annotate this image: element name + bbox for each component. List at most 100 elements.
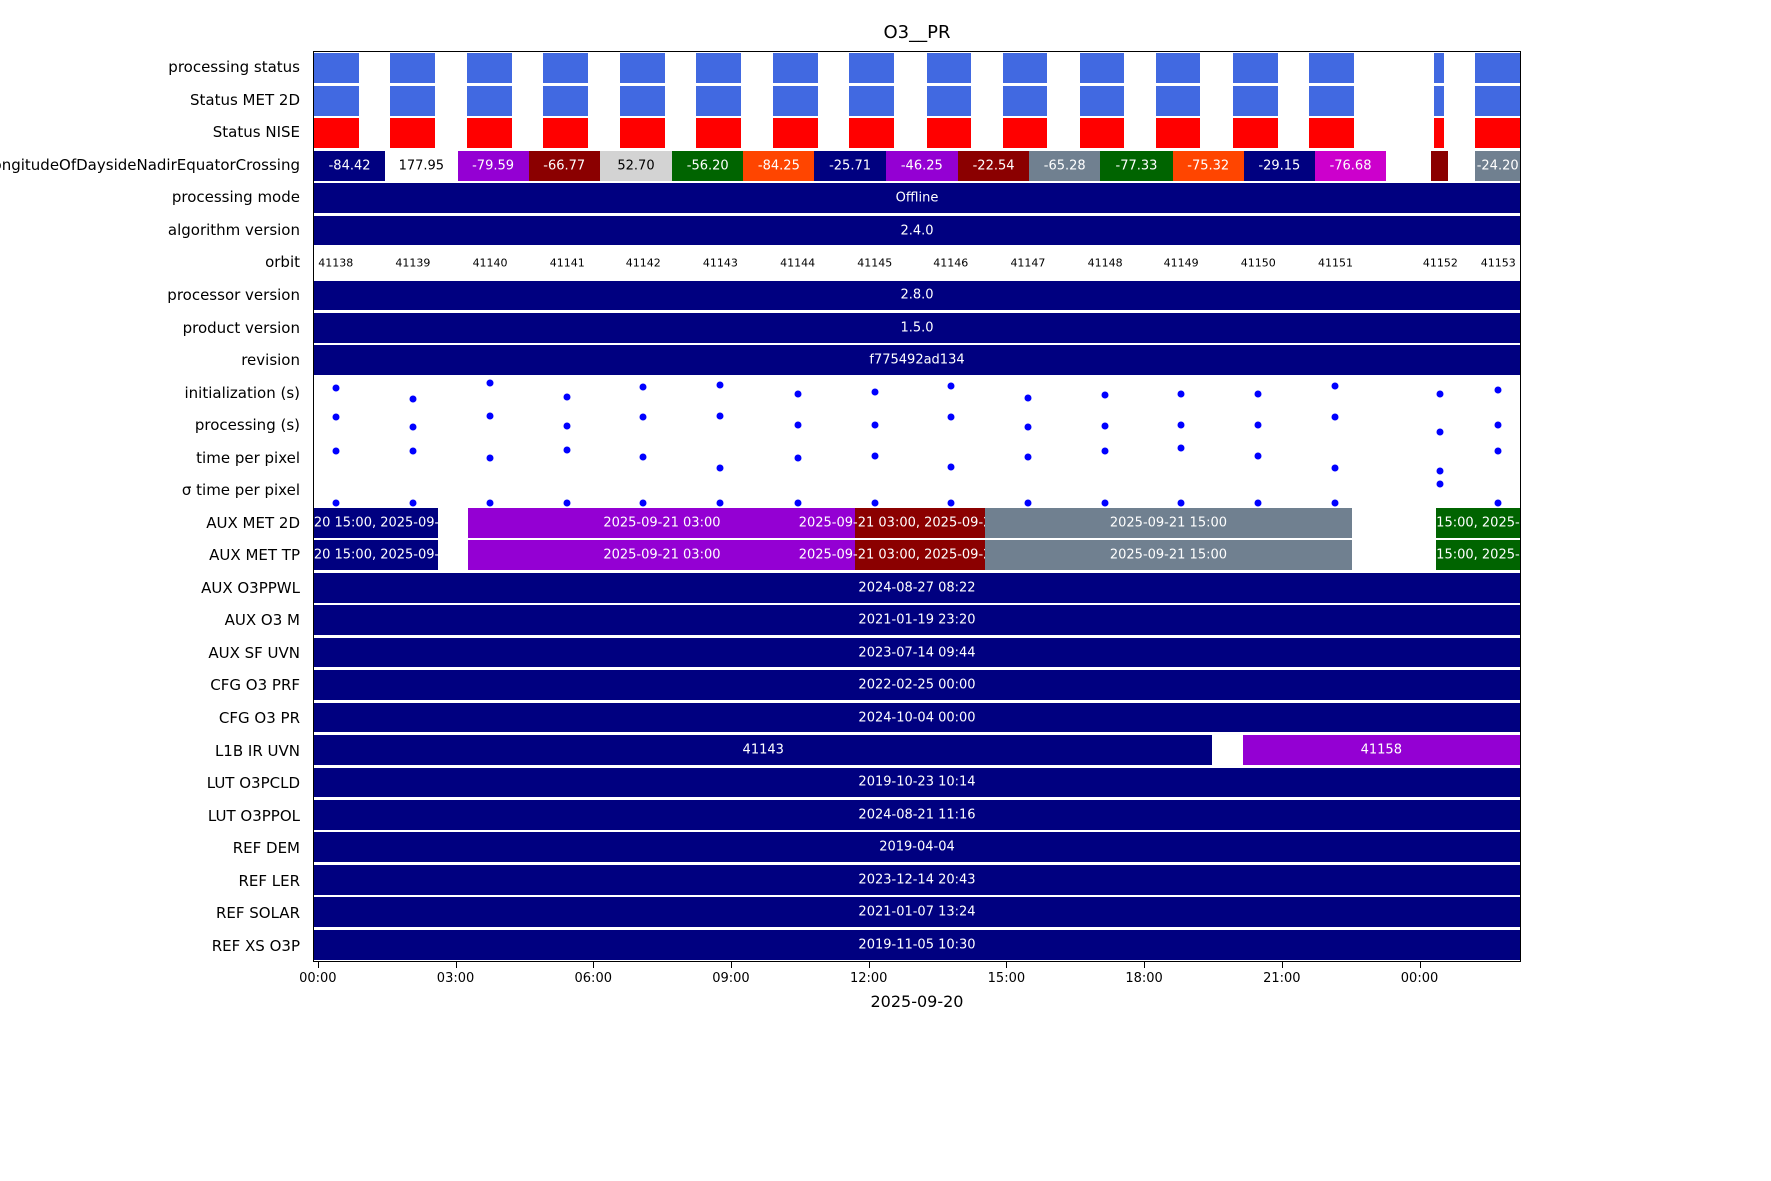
data-point — [1331, 464, 1339, 472]
data-point — [1177, 444, 1185, 452]
bar-segment: 2019-11-05 10:30 — [314, 929, 1520, 960]
orbit-number: 41139 — [395, 256, 431, 270]
status-block — [389, 118, 435, 149]
bar-label: 2019-10-23 10:14 — [858, 774, 976, 790]
data-point — [1024, 394, 1032, 402]
status-block — [620, 53, 665, 84]
data-point — [332, 384, 340, 392]
plot-row: 2022-02-25 00:00 — [314, 669, 1520, 701]
orbit-number: 41138 — [318, 256, 354, 270]
data-point — [871, 452, 879, 460]
tick-label: 12:00 — [849, 971, 888, 986]
plot-row: 2025-09-20 15:00, 2025-09-21 03:00 2025-0… — [314, 539, 1520, 571]
data-point — [563, 393, 571, 401]
data-point — [1494, 499, 1502, 507]
row-label: σ time per pixel — [181, 481, 300, 500]
bar-label: -29.15 — [1258, 158, 1301, 174]
status-block — [389, 85, 435, 116]
status-block — [620, 85, 665, 116]
status-block — [1155, 85, 1201, 116]
row-label: AUX MET 2D — [206, 513, 300, 532]
plot-row: 2024-08-27 08:22 — [314, 571, 1520, 603]
plot-area: -84.42 177.95 -79.59 -66.77 52.70 -56.20 -84.2… — [313, 51, 1521, 962]
plot-row — [314, 84, 1520, 116]
status-block — [849, 53, 895, 84]
bar-label: 1.5.0 — [900, 320, 934, 336]
data-point — [639, 383, 647, 391]
row-label: AUX O3 M — [224, 611, 300, 630]
status-block — [1308, 53, 1354, 84]
orbit-number: 41142 — [625, 256, 661, 270]
bar-label: 2025-09-21 03:00, 2025-09-21 15:00 — [798, 547, 1042, 563]
data-point — [486, 412, 494, 420]
bar-segment: 1.5.0 — [314, 313, 1520, 343]
plot-row: 2019-11-05 10:30 — [314, 929, 1520, 961]
bar-label: 2019-11-05 10:30 — [858, 937, 976, 953]
bar-segment: -56.20 — [672, 150, 744, 181]
tick-mark — [455, 962, 457, 968]
bar-label: -77.33 — [1115, 158, 1158, 174]
x-axis-label: 2025-09-20 — [870, 992, 964, 1011]
status-block — [1434, 53, 1444, 84]
row-label: LUT O3PCLD — [206, 774, 300, 793]
data-point — [947, 499, 955, 507]
status-block — [1079, 118, 1125, 149]
status-block — [467, 85, 512, 116]
bar-segment: -24.20 — [1475, 150, 1520, 181]
bar-label: -79.59 — [472, 158, 515, 174]
data-point — [1177, 499, 1185, 507]
plot-row: 41138 41139 41140 41141 41142 41143 41144 41145… — [314, 247, 1520, 279]
data-point — [409, 395, 417, 403]
tick-label: 00:00 — [299, 971, 337, 986]
bar-segment: -76.68 — [1314, 150, 1387, 181]
bar-segment: 2019-04-04 — [314, 832, 1520, 863]
tick-mark — [1006, 962, 1008, 968]
data-point — [794, 454, 802, 462]
row-label: REF XS O3P — [211, 936, 300, 955]
bar-label: 2024-08-21 11:16 — [858, 807, 976, 823]
row-label: initialization (s) — [184, 383, 300, 402]
tick-label: 21:00 — [1263, 971, 1301, 986]
bar-segment: -46.25 — [885, 150, 958, 181]
plot-row: 2.4.0 — [314, 214, 1520, 246]
plot-row: 2019-10-23 10:14 — [314, 766, 1520, 798]
bar-label: 2025-09-21 15:00 — [1109, 547, 1228, 563]
data-point — [1436, 428, 1444, 436]
bar-label: 41143 — [742, 742, 784, 758]
bar-segment: 2025-09-21 03:00, 2025-09-21 15:00 — [799, 540, 1041, 571]
status-block — [773, 118, 819, 149]
row-label: AUX O3PPWL — [201, 578, 300, 597]
bar-label: 2025-09-21 15:00, 2025-09-22 03:00 — [1356, 547, 1521, 563]
bar-segment: 2025-09-21 03:00, 2025-09-21 15:00 — [799, 507, 1041, 538]
row-label: algorithm version — [167, 220, 300, 239]
status-block — [1002, 53, 1048, 84]
status-block — [1002, 118, 1048, 149]
status-block — [926, 53, 972, 84]
plot-row: 1.5.0 — [314, 312, 1520, 344]
status-block — [696, 53, 741, 84]
data-point — [716, 499, 724, 507]
status-block — [1434, 85, 1444, 116]
bar-segment: -66.77 — [528, 150, 600, 181]
bar-label: 177.95 — [398, 158, 445, 174]
data-point — [1254, 499, 1262, 507]
plot-row: f775492ad134 — [314, 344, 1520, 376]
plot-row: 41143 41158 — [314, 734, 1520, 766]
chart-title: O3__PR — [883, 22, 951, 43]
row-label: REF SOLAR — [215, 904, 300, 923]
row-label: LUT O3PPOL — [207, 806, 300, 825]
bar-segment: 2019-10-23 10:14 — [314, 767, 1520, 798]
row-label: Status MET 2D — [189, 90, 300, 109]
bar-segment: 2025-09-21 15:00, 2025-09-22 03:00 — [1357, 540, 1520, 571]
status-block — [1475, 85, 1520, 116]
bar-label: 41158 — [1360, 742, 1402, 758]
orbit-number: 41141 — [549, 256, 585, 270]
row-label: CFG O3 PR — [218, 708, 300, 727]
row-label: processor version — [167, 286, 300, 305]
bar-segment: 2025-09-21 15:00, 2025-09-22 03:00 — [1357, 507, 1520, 538]
data-point — [1177, 390, 1185, 398]
data-point — [332, 413, 340, 421]
bar-label: 2025-09-20 15:00, 2025-09-21 03:00 — [313, 515, 497, 531]
row-label: CFG O3 PRF — [210, 676, 300, 695]
row-label: processing status — [168, 58, 300, 77]
